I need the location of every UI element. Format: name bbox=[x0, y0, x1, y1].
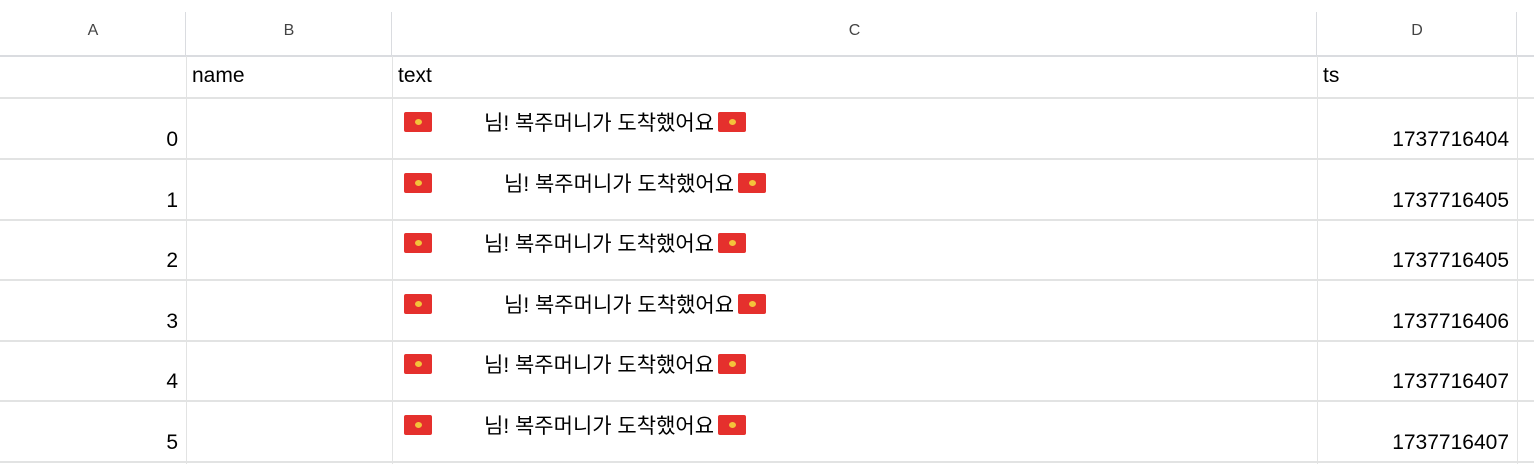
message-cell[interactable]: 님! 복주머니가 도착했어요 bbox=[392, 341, 1317, 400]
timestamp-value: 1737716405 bbox=[1392, 189, 1509, 212]
message-text: 님! 복주머니가 도착했어요 bbox=[484, 415, 715, 438]
table-row: 3 님! 복주머니가 도착했어요 1737716406 bbox=[0, 281, 1534, 342]
timestamp-cell[interactable]: 1737716405 bbox=[1317, 220, 1517, 279]
message-text: 님! 복주머니가 도착했어요 bbox=[484, 112, 715, 135]
red-envelope-icon bbox=[404, 415, 432, 435]
name-cell[interactable] bbox=[186, 281, 392, 340]
red-envelope-icon bbox=[404, 294, 432, 314]
table-row: 4 님! 복주머니가 도착했어요 1737716407 bbox=[0, 341, 1534, 402]
red-envelope-icon bbox=[718, 112, 747, 132]
red-envelope-icon bbox=[404, 233, 432, 253]
column-header-a[interactable]: A bbox=[0, 0, 186, 55]
timestamp-value: 1737716407 bbox=[1392, 370, 1509, 393]
cell-d-header[interactable]: ts bbox=[1317, 56, 1517, 97]
table-row: 5 님! 복주머니가 도착했어요 1737716407 bbox=[0, 402, 1534, 463]
table-row: 2 님! 복주머니가 도착했어요 1737716405 bbox=[0, 220, 1534, 281]
red-envelope-icon bbox=[404, 173, 432, 193]
red-envelope-icon bbox=[718, 233, 747, 253]
timestamp-value: 1737716404 bbox=[1392, 128, 1509, 151]
cell-a-header[interactable] bbox=[0, 56, 186, 97]
row-index-cell[interactable]: 2 bbox=[0, 220, 186, 279]
column-header-d[interactable]: D bbox=[1317, 0, 1517, 55]
table-row: 1 님! 복주머니가 도착했어요 1737716405 bbox=[0, 160, 1534, 221]
row-index-cell[interactable]: 3 bbox=[0, 281, 186, 340]
name-cell[interactable] bbox=[186, 402, 392, 461]
row-index: 1 bbox=[166, 189, 178, 212]
column-header-b[interactable]: B bbox=[186, 0, 392, 55]
message-cell[interactable]: 님! 복주머니가 도착했어요 bbox=[392, 160, 1317, 219]
grid-line bbox=[186, 56, 187, 464]
timestamp-cell[interactable]: 1737716407 bbox=[1317, 402, 1517, 461]
row-index: 0 bbox=[166, 128, 178, 151]
grid-line bbox=[1317, 56, 1318, 464]
timestamp-cell[interactable]: 1737716405 bbox=[1317, 160, 1517, 219]
message-text: 님! 복주머니가 도착했어요 bbox=[484, 233, 715, 256]
row-index-cell[interactable]: 0 bbox=[0, 99, 186, 158]
row-index-cell[interactable]: 4 bbox=[0, 341, 186, 400]
name-header: name bbox=[192, 64, 245, 87]
red-envelope-icon bbox=[404, 354, 432, 374]
name-cell[interactable] bbox=[186, 220, 392, 279]
table-row: 0 님! 복주머니가 도착했어요 1737716404 bbox=[0, 99, 1534, 160]
red-envelope-icon bbox=[718, 415, 747, 435]
column-header-c[interactable]: C bbox=[392, 0, 1317, 55]
row-index: 4 bbox=[166, 370, 178, 393]
timestamp-cell[interactable]: 1737716404 bbox=[1317, 99, 1517, 158]
column-header-row: A B C D bbox=[0, 0, 1534, 57]
red-envelope-icon bbox=[718, 354, 747, 374]
row-index: 5 bbox=[166, 431, 178, 454]
timestamp-value: 1737716406 bbox=[1392, 310, 1509, 333]
message-text: 님! 복주머니가 도착했어요 bbox=[504, 173, 735, 196]
name-cell[interactable] bbox=[186, 341, 392, 400]
row-index-cell[interactable]: 1 bbox=[0, 160, 186, 219]
timestamp-value: 1737716407 bbox=[1392, 431, 1509, 454]
message-text: 님! 복주머니가 도착했어요 bbox=[484, 354, 715, 377]
message-cell[interactable]: 님! 복주머니가 도착했어요 bbox=[392, 281, 1317, 340]
red-envelope-icon bbox=[738, 294, 767, 314]
ts-header: ts bbox=[1323, 64, 1340, 87]
message-cell[interactable]: 님! 복주머니가 도착했어요 bbox=[392, 220, 1317, 279]
red-envelope-icon bbox=[738, 173, 767, 193]
row-index: 2 bbox=[166, 249, 178, 272]
text-header: text bbox=[398, 64, 432, 87]
timestamp-cell[interactable]: 1737716407 bbox=[1317, 341, 1517, 400]
grid-line bbox=[392, 56, 393, 464]
message-cell[interactable]: 님! 복주머니가 도착했어요 bbox=[392, 402, 1317, 461]
name-cell[interactable] bbox=[186, 99, 392, 158]
message-cell[interactable]: 님! 복주머니가 도착했어요 bbox=[392, 99, 1317, 158]
cell-b-header[interactable]: name bbox=[186, 56, 392, 97]
row-index-cell[interactable]: 5 bbox=[0, 402, 186, 461]
header-row: name text ts bbox=[0, 56, 1534, 99]
message-text: 님! 복주머니가 도착했어요 bbox=[504, 294, 735, 317]
red-envelope-icon bbox=[404, 112, 432, 132]
name-cell[interactable] bbox=[186, 160, 392, 219]
grid-line bbox=[1517, 56, 1518, 464]
row-index: 3 bbox=[166, 310, 178, 333]
timestamp-value: 1737716405 bbox=[1392, 249, 1509, 272]
timestamp-cell[interactable]: 1737716406 bbox=[1317, 281, 1517, 340]
cell-c-header[interactable]: text bbox=[392, 56, 1317, 97]
